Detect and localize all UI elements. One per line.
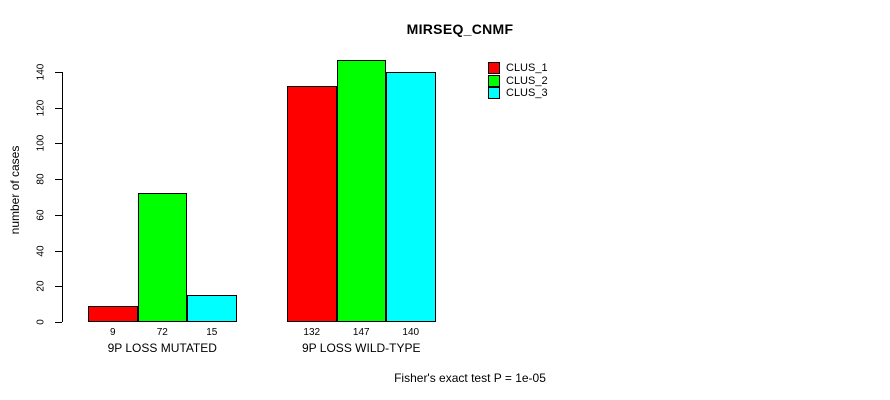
legend-item: CLUS_2 bbox=[488, 74, 548, 88]
bar-clus_3-group-2 bbox=[386, 72, 436, 322]
y-axis-tick bbox=[55, 214, 62, 216]
bar-value-label: 15 bbox=[206, 327, 218, 338]
y-tick-label: 0 bbox=[35, 319, 47, 325]
legend: CLUS_1 CLUS_2 CLUS_3 bbox=[488, 62, 548, 100]
y-tick-label: 20 bbox=[35, 280, 47, 292]
bar-clus_1-group-1 bbox=[88, 305, 138, 322]
legend-item: CLUS_3 bbox=[488, 87, 548, 100]
y-tick-label: 60 bbox=[35, 209, 47, 221]
legend-label: CLUS_1 bbox=[506, 62, 548, 75]
y-axis-tick bbox=[55, 179, 62, 181]
bar-value-label: 132 bbox=[303, 327, 321, 338]
bar-value-label: 140 bbox=[402, 327, 420, 338]
y-tick-label: 80 bbox=[35, 173, 47, 185]
annotation-caption: Fisher's exact test P = 1e-05 bbox=[394, 371, 546, 385]
y-tick-label: 140 bbox=[35, 63, 47, 81]
bar-clus_1-group-2 bbox=[287, 86, 337, 322]
y-axis-tick bbox=[55, 286, 62, 288]
y-tick-label: 120 bbox=[35, 99, 47, 117]
legend-item: CLUS_1 bbox=[488, 62, 548, 75]
legend-label: CLUS_2 bbox=[506, 74, 548, 87]
bar-value-label: 147 bbox=[352, 327, 370, 338]
y-tick-label: 100 bbox=[35, 135, 47, 152]
chart-title: MIRSEQ_CNMF bbox=[406, 21, 514, 37]
x-group-label: 9P LOSS WILD-TYPE bbox=[302, 341, 421, 355]
bar-clus_2-group-2 bbox=[336, 59, 386, 322]
x-group-label: 9P LOSS MUTATED bbox=[107, 341, 217, 355]
y-axis-title: number of cases bbox=[8, 145, 22, 235]
bar-value-label: 9 bbox=[109, 327, 116, 338]
bar-clus_3-group-1 bbox=[187, 295, 237, 322]
legend-swatch-clus_1 bbox=[488, 62, 500, 75]
y-tick-label: 40 bbox=[35, 245, 47, 257]
legend-swatch-clus_3 bbox=[488, 87, 500, 100]
y-axis-tick bbox=[55, 143, 62, 145]
y-axis-tick bbox=[55, 72, 62, 73]
y-axis-tick bbox=[55, 250, 62, 252]
legend-label: CLUS_3 bbox=[506, 87, 548, 100]
legend-swatch-clus_2 bbox=[488, 74, 500, 87]
y-axis-tick bbox=[55, 322, 62, 323]
y-axis-line bbox=[62, 72, 63, 322]
bar-value-label: 72 bbox=[156, 327, 168, 338]
y-axis-tick bbox=[55, 107, 62, 109]
bar-clus_2-group-1 bbox=[137, 193, 187, 322]
